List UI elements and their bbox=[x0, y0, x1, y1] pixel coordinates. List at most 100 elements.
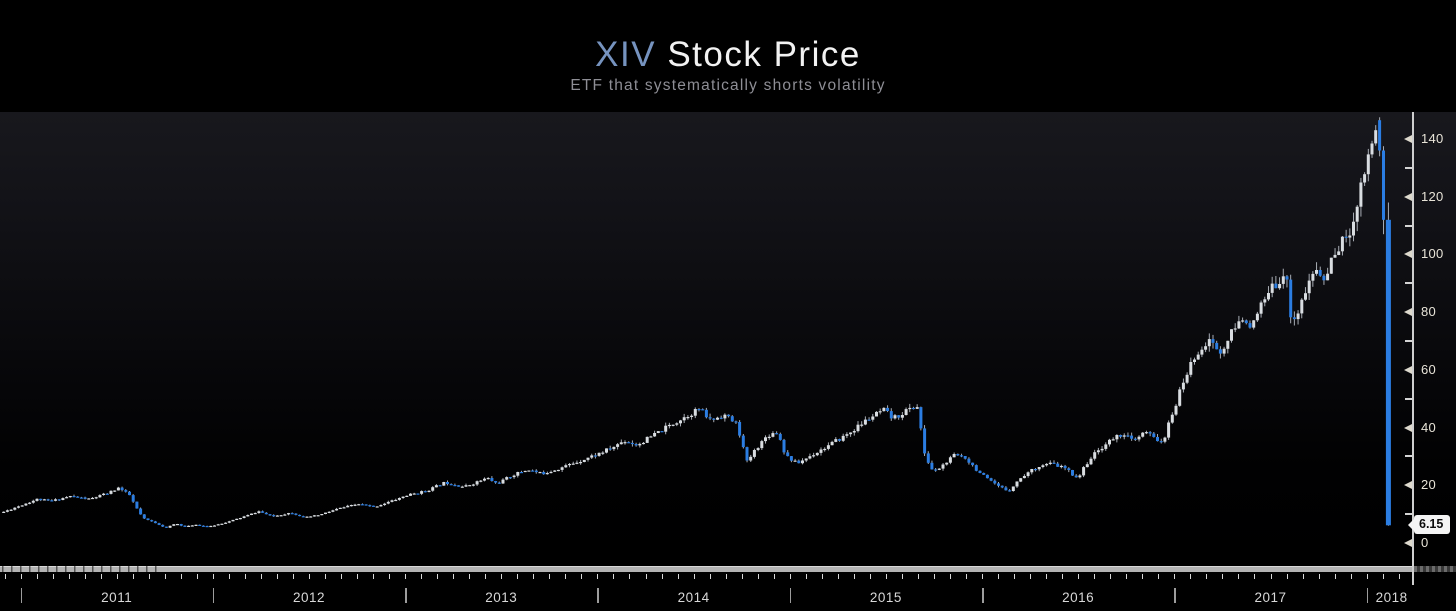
candle bbox=[664, 422, 668, 435]
month-tick bbox=[1094, 574, 1096, 579]
candle bbox=[915, 404, 919, 409]
candle bbox=[142, 514, 146, 519]
candle bbox=[956, 453, 960, 456]
candle bbox=[194, 524, 198, 526]
candle bbox=[457, 485, 461, 487]
candle bbox=[120, 486, 124, 492]
candle bbox=[1122, 433, 1126, 440]
month-tick bbox=[84, 574, 86, 579]
candle bbox=[268, 514, 272, 516]
candle bbox=[571, 461, 575, 465]
candle bbox=[638, 442, 642, 448]
candle bbox=[61, 497, 65, 501]
candle bbox=[54, 498, 57, 502]
candle bbox=[786, 450, 790, 457]
candle bbox=[1200, 346, 1204, 358]
month-tick bbox=[869, 574, 871, 579]
month-tick bbox=[276, 574, 278, 579]
candle bbox=[294, 513, 298, 516]
month-tick bbox=[1270, 574, 1272, 579]
month-tick bbox=[100, 574, 102, 579]
candle bbox=[253, 512, 257, 515]
month-tick bbox=[1110, 574, 1112, 579]
candle bbox=[593, 453, 597, 459]
candle bbox=[65, 496, 69, 499]
candle bbox=[730, 415, 734, 422]
candle bbox=[771, 431, 775, 438]
candle bbox=[1204, 342, 1208, 353]
candle bbox=[727, 414, 731, 418]
candle bbox=[523, 470, 527, 473]
candle bbox=[113, 490, 117, 492]
month-tick bbox=[341, 574, 342, 579]
candle bbox=[508, 477, 512, 479]
candle bbox=[1159, 438, 1163, 444]
month-tick bbox=[52, 574, 54, 579]
candle bbox=[719, 415, 723, 420]
candle bbox=[1189, 357, 1193, 378]
candle bbox=[1037, 467, 1041, 472]
y-axis-minor-tick bbox=[1405, 513, 1412, 516]
y-axis-minor-tick bbox=[1405, 455, 1412, 458]
candle bbox=[945, 462, 949, 466]
month-tick bbox=[661, 574, 663, 579]
candle bbox=[1141, 432, 1145, 438]
candle bbox=[878, 408, 882, 415]
candle bbox=[1226, 340, 1230, 354]
month-tick bbox=[180, 574, 182, 579]
candle bbox=[460, 485, 464, 488]
candle bbox=[94, 496, 98, 500]
candle bbox=[257, 510, 261, 514]
month-tick bbox=[1286, 574, 1288, 579]
candle bbox=[1315, 262, 1318, 276]
candle bbox=[68, 495, 72, 498]
candle bbox=[379, 504, 383, 507]
candle bbox=[475, 480, 479, 486]
candle bbox=[83, 496, 87, 500]
candle bbox=[453, 483, 457, 487]
y-axis-tick-arrow bbox=[1404, 539, 1412, 547]
candle bbox=[1193, 357, 1196, 365]
candle bbox=[1318, 266, 1322, 277]
scrollbar-track[interactable] bbox=[0, 566, 1413, 572]
candle bbox=[582, 459, 586, 463]
candle bbox=[545, 471, 549, 475]
month-tick bbox=[308, 574, 310, 579]
candle bbox=[520, 470, 523, 474]
candle bbox=[1348, 228, 1352, 247]
candle bbox=[1026, 471, 1030, 478]
candle bbox=[5, 509, 9, 513]
month-tick bbox=[821, 574, 823, 579]
year-label: 2011 bbox=[101, 590, 133, 605]
candle bbox=[13, 507, 17, 511]
candle bbox=[28, 502, 32, 505]
candle bbox=[335, 507, 339, 511]
candle bbox=[1096, 447, 1100, 455]
candle bbox=[1174, 403, 1178, 416]
candle bbox=[985, 474, 989, 479]
year-separator bbox=[405, 588, 407, 603]
month-tick bbox=[1350, 574, 1352, 579]
candle bbox=[1185, 372, 1189, 385]
candle bbox=[1366, 148, 1370, 182]
candle bbox=[24, 503, 28, 506]
candle bbox=[1241, 317, 1245, 323]
candle bbox=[1207, 333, 1211, 352]
candle bbox=[608, 445, 612, 451]
candle bbox=[1119, 434, 1123, 439]
candle bbox=[157, 522, 161, 526]
candle bbox=[1385, 202, 1391, 526]
candle bbox=[176, 523, 179, 526]
candle bbox=[201, 525, 205, 527]
candle bbox=[76, 496, 80, 498]
y-axis-label: 0 bbox=[1421, 535, 1429, 550]
candle bbox=[531, 469, 535, 472]
candle bbox=[838, 438, 841, 442]
candle bbox=[231, 519, 235, 522]
candle bbox=[1263, 296, 1267, 307]
candle bbox=[516, 471, 520, 478]
candle bbox=[486, 477, 490, 480]
candle bbox=[497, 481, 501, 484]
candle bbox=[386, 500, 390, 505]
candle bbox=[290, 512, 294, 515]
